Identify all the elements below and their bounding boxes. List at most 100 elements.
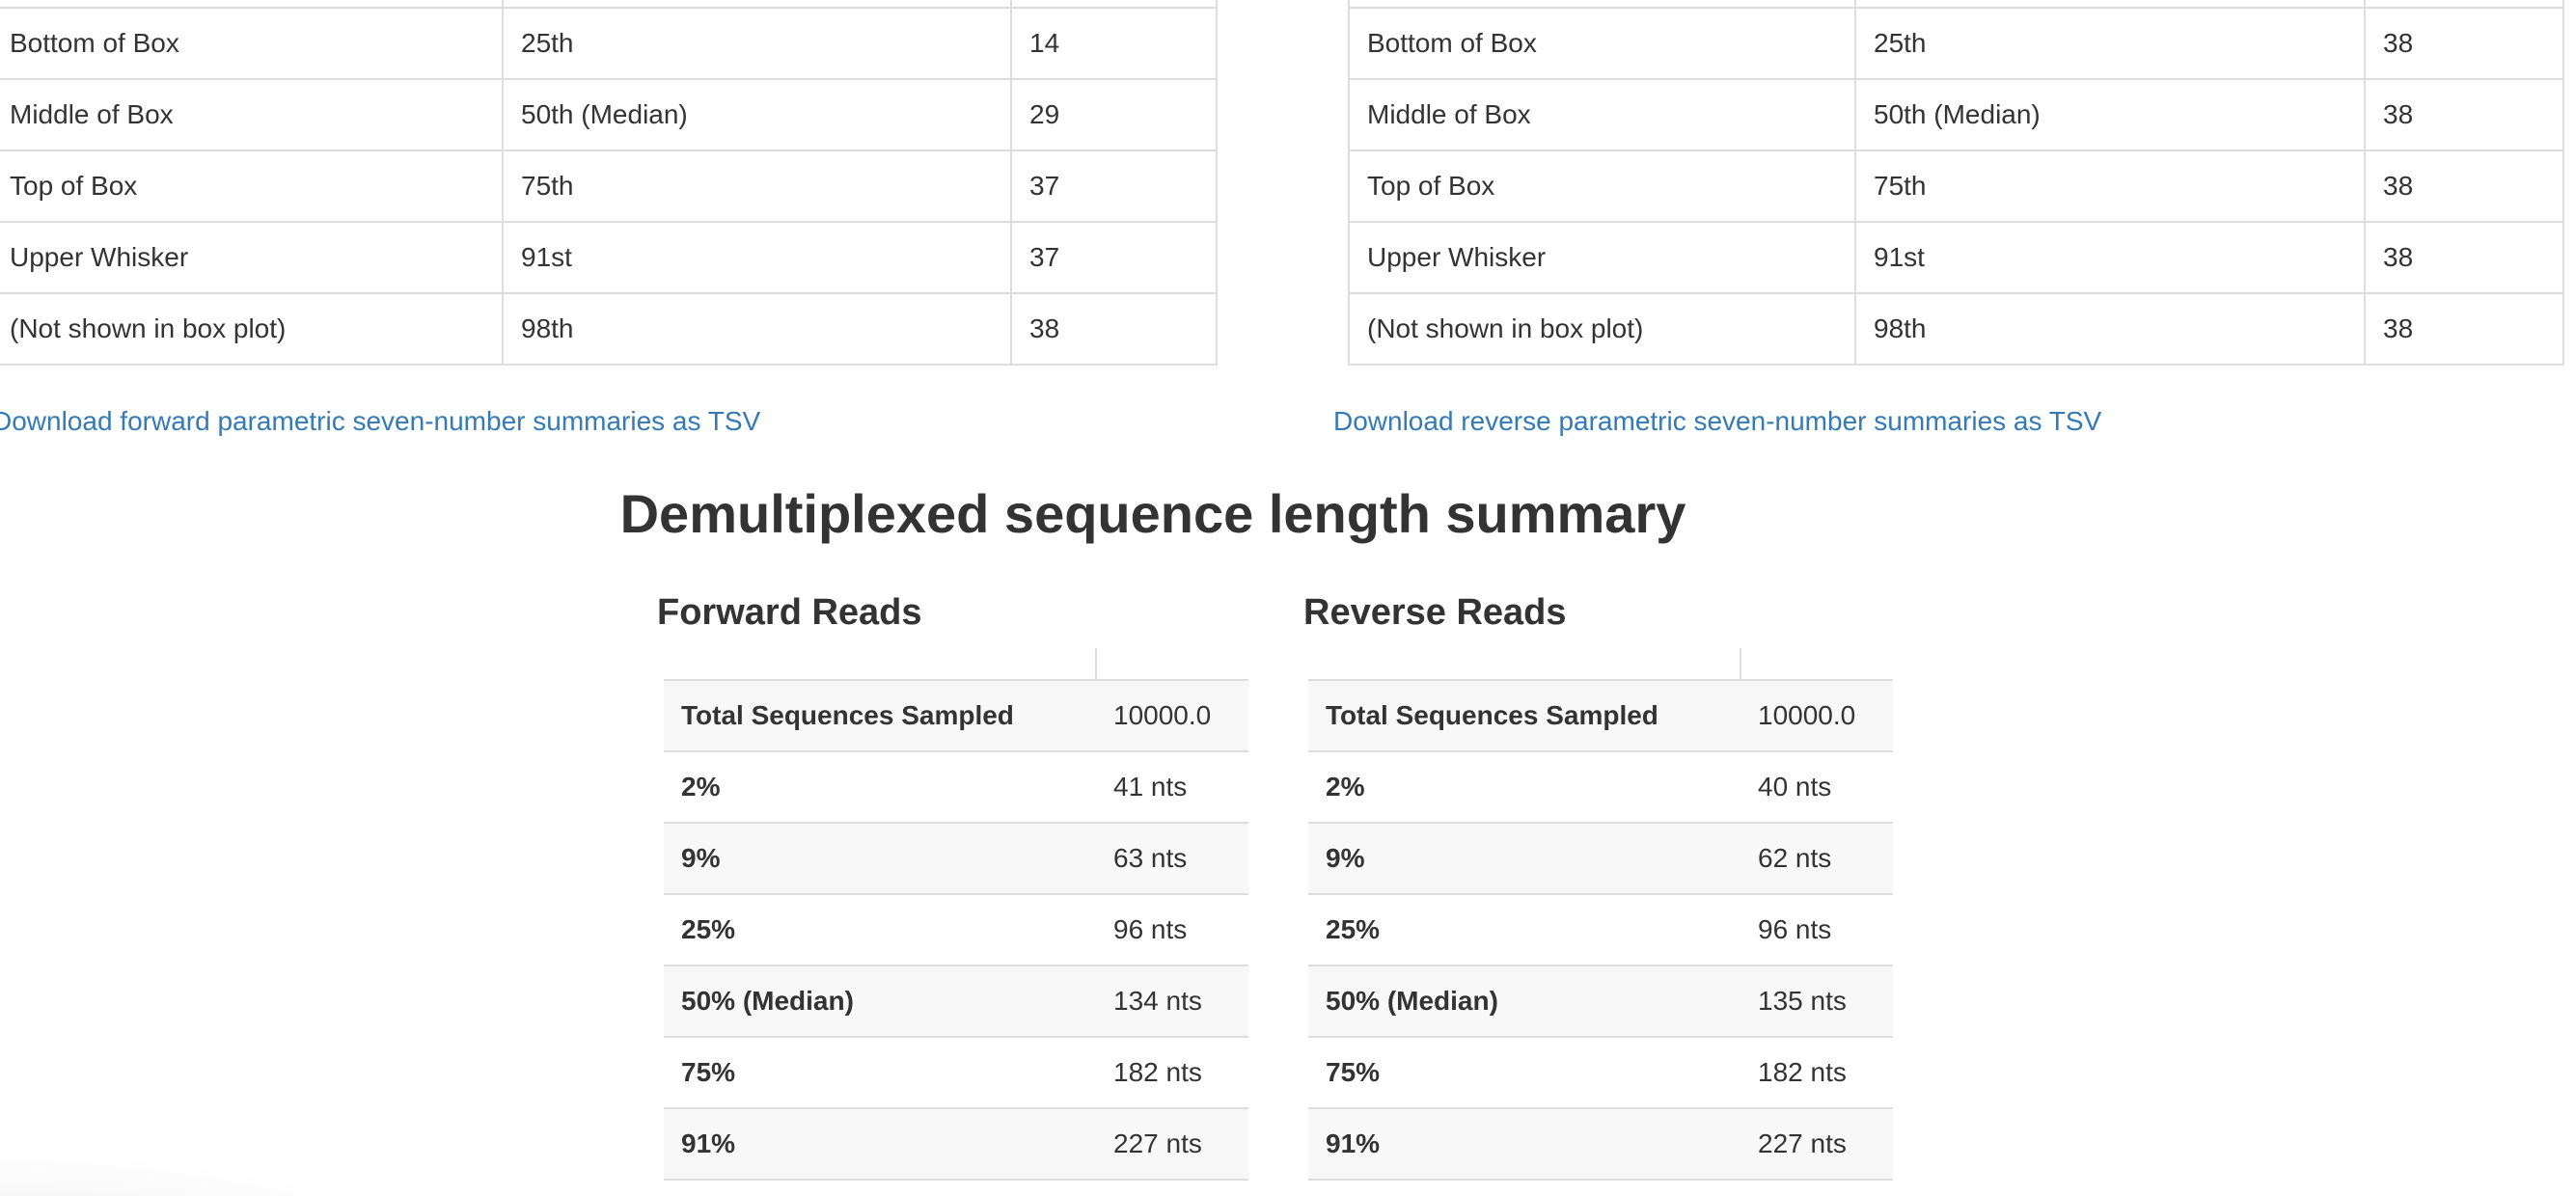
download-forward-tsv-link[interactable]: Download forward parametric seven-number… <box>0 406 761 436</box>
table-row: 75% 182 nts <box>1308 1036 1893 1108</box>
stat-label-cell: 50% (Median) <box>664 965 1096 1037</box>
forward-reads-heading: Forward Reads <box>657 592 922 633</box>
value-cell: 38 <box>2364 7 2564 80</box>
table-row: 91% 227 nts <box>664 1107 1248 1180</box>
table-row: 75% 182 nts <box>664 1036 1248 1108</box>
percentile-cell: 25th <box>1854 7 2366 80</box>
stat-label-cell: 25% <box>664 893 1096 965</box>
stat-value-cell: 10000.0 <box>1096 679 1248 751</box>
stat-label-cell: 2% <box>1308 750 1740 823</box>
value-cell <box>1010 0 1218 9</box>
table-row: 25% 96 nts <box>1308 893 1893 965</box>
stat-label-cell <box>1308 1179 1740 1196</box>
value-cell: 38 <box>2364 150 2564 223</box>
boxplot-part-cell: Middle of Box <box>1348 78 1856 151</box>
percentile-cell: 98th <box>1854 292 2366 366</box>
boxplot-part-cell: Top of Box <box>0 150 504 223</box>
stat-label-cell: 91% <box>1308 1107 1740 1180</box>
header-cell <box>1095 648 1248 681</box>
table-row: (Not shown in box plot) 98th 38 <box>0 292 1218 366</box>
table-row: Middle of Box 50th (Median) 29 <box>0 78 1218 151</box>
stat-value-cell: 227 nts <box>1096 1107 1248 1180</box>
stat-label-cell: 75% <box>1308 1036 1740 1108</box>
stat-label-cell: 9% <box>664 822 1096 894</box>
percentile-cell: 75th <box>1854 150 2366 223</box>
percentile-cell <box>1854 0 2366 9</box>
boxplot-part-cell: Upper Whisker <box>0 221 504 294</box>
stat-value-cell: 134 nts <box>1096 965 1248 1037</box>
stat-label-cell: 75% <box>664 1036 1096 1108</box>
table-row-partial <box>664 1179 1248 1196</box>
percentile-cell: 91st <box>502 221 1012 294</box>
reverse-length-table: Total Sequences Sampled 10000.0 2% 40 nt… <box>1308 648 1893 1196</box>
value-cell: 29 <box>1010 78 1218 151</box>
header-cell <box>1308 648 1740 681</box>
table-row: 91% 227 nts <box>1308 1107 1893 1180</box>
stat-value-cell: 10000.0 <box>1740 679 1893 751</box>
percentile-cell <box>502 0 1012 9</box>
table-row: 9% 62 nts <box>1308 822 1893 894</box>
value-cell: 38 <box>2364 78 2564 151</box>
table-header <box>1308 648 1893 681</box>
stat-label-cell <box>664 1179 1096 1196</box>
stat-value-cell: 182 nts <box>1096 1036 1248 1108</box>
boxplot-part-cell: Bottom of Box <box>0 7 504 80</box>
forward-parametric-summary-table: Bottom of Box 25th 14 Middle of Box 50th… <box>0 0 1218 366</box>
stat-value-cell <box>1096 1179 1248 1196</box>
value-cell: 38 <box>1010 292 1218 366</box>
header-cell <box>1740 648 1893 681</box>
table-row: Middle of Box 50th (Median) 38 <box>1348 78 2564 151</box>
boxplot-part-cell: (Not shown in box plot) <box>1348 292 1856 366</box>
reverse-reads-heading: Reverse Reads <box>1303 592 1567 633</box>
table-row: 9% 63 nts <box>664 822 1248 894</box>
value-cell: 37 <box>1010 221 1218 294</box>
table-row: (Not shown in box plot) 98th 38 <box>1348 292 2564 366</box>
table-row: 50% (Median) 135 nts <box>1308 965 1893 1037</box>
stat-value-cell: 227 nts <box>1740 1107 1893 1180</box>
table-row: 25% 96 nts <box>664 893 1248 965</box>
boxplot-part-cell: Middle of Box <box>0 78 504 151</box>
stat-value-cell: 96 nts <box>1096 893 1248 965</box>
stat-label-cell: Total Sequences Sampled <box>664 679 1096 751</box>
percentile-cell: 91st <box>1854 221 2366 294</box>
value-cell <box>2364 0 2564 9</box>
table-row: 50% (Median) 134 nts <box>664 965 1248 1037</box>
table-row-partial <box>0 0 1218 9</box>
table-row: 2% 41 nts <box>664 750 1248 823</box>
stat-value-cell: 182 nts <box>1740 1036 1893 1108</box>
table-row: Total Sequences Sampled 10000.0 <box>664 679 1248 751</box>
reverse-parametric-summary-table: Bottom of Box 25th 38 Middle of Box 50th… <box>1348 0 2564 366</box>
stat-value-cell <box>1740 1179 1893 1196</box>
stat-value-cell: 41 nts <box>1096 750 1248 823</box>
stat-value-cell: 62 nts <box>1740 822 1893 894</box>
boxplot-part-cell <box>1348 0 1856 9</box>
boxplot-part-cell: (Not shown in box plot) <box>0 292 504 366</box>
download-reverse-tsv-link[interactable]: Download reverse parametric seven-number… <box>1333 406 2102 436</box>
stat-value-cell: 96 nts <box>1740 893 1893 965</box>
forward-length-table: Total Sequences Sampled 10000.0 2% 41 nt… <box>664 648 1248 1196</box>
boxplot-part-cell <box>0 0 504 9</box>
page-title: Demultiplexed sequence length summary <box>619 483 1686 544</box>
boxplot-part-cell: Top of Box <box>1348 150 1856 223</box>
value-cell: 37 <box>1010 150 1218 223</box>
stat-value-cell: 63 nts <box>1096 822 1248 894</box>
table-row: Top of Box 75th 37 <box>0 150 1218 223</box>
percentile-cell: 50th (Median) <box>502 78 1012 151</box>
stat-value-cell: 40 nts <box>1740 750 1893 823</box>
table-row-partial <box>1308 1179 1893 1196</box>
value-cell: 14 <box>1010 7 1218 80</box>
stat-label-cell: 25% <box>1308 893 1740 965</box>
stat-label-cell: 9% <box>1308 822 1740 894</box>
percentile-cell: 25th <box>502 7 1012 80</box>
percentile-cell: 98th <box>502 292 1012 366</box>
table-row: Upper Whisker 91st 38 <box>1348 221 2564 294</box>
table-row: Total Sequences Sampled 10000.0 <box>1308 679 1893 751</box>
header-cell <box>664 648 1096 681</box>
value-cell: 38 <box>2364 292 2564 366</box>
table-row: Bottom of Box 25th 14 <box>0 7 1218 80</box>
percentile-cell: 75th <box>502 150 1012 223</box>
stat-label-cell: Total Sequences Sampled <box>1308 679 1740 751</box>
table-row: Upper Whisker 91st 37 <box>0 221 1218 294</box>
table-row-partial <box>1348 0 2564 9</box>
